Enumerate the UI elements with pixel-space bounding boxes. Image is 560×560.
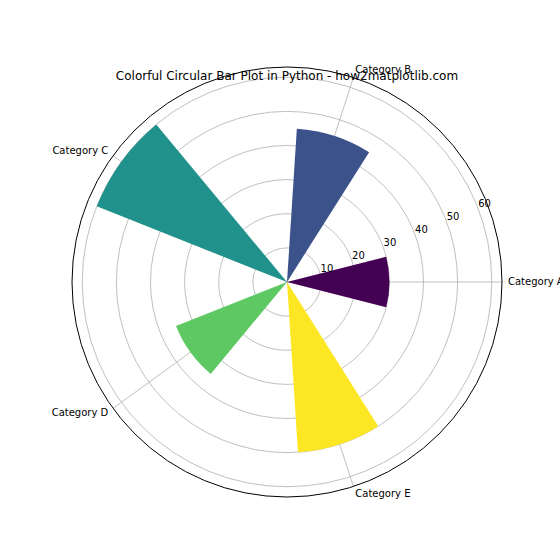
tick-label: 50 [447,211,460,222]
tick-label: 40 [415,224,428,235]
chart: 102030405060Category ACategory BCategory… [0,0,560,560]
bar [176,282,287,374]
grid-spoke [113,282,287,408]
tick-label: 30 [384,237,397,248]
bar [287,129,369,282]
tick-label: 20 [352,250,365,261]
category-labels: Category ACategory BCategory CCategory D… [52,64,560,499]
bar [287,282,378,452]
category-label: Category C [52,145,108,156]
category-label: Category D [52,407,109,418]
category-label: Category A [508,276,560,287]
angular-grid [113,78,502,487]
category-label: Category E [355,488,410,499]
radial-axis-frame [72,67,502,497]
tick-label: 60 [478,198,491,209]
bar [97,124,287,282]
bars [97,124,390,452]
bar [287,257,389,308]
radial-tick-labels: 10 20 30 40 50 60 [321,198,491,274]
polar-axes: 102030405060Category ACategory BCategory… [52,64,560,499]
tick-label: 10 [321,263,334,274]
title: Colorful Circular Bar Plot in Python - h… [116,69,458,83]
